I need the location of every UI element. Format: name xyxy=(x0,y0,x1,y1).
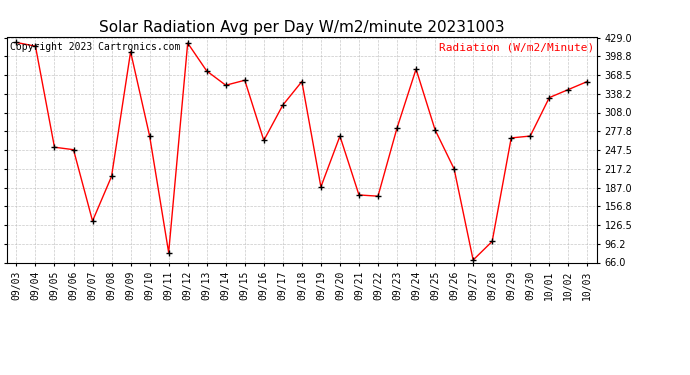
Text: Copyright 2023 Cartronics.com: Copyright 2023 Cartronics.com xyxy=(10,42,180,52)
Title: Solar Radiation Avg per Day W/m2/minute 20231003: Solar Radiation Avg per Day W/m2/minute … xyxy=(99,20,504,35)
Text: Radiation (W/m2/Minute): Radiation (W/m2/Minute) xyxy=(439,42,594,52)
